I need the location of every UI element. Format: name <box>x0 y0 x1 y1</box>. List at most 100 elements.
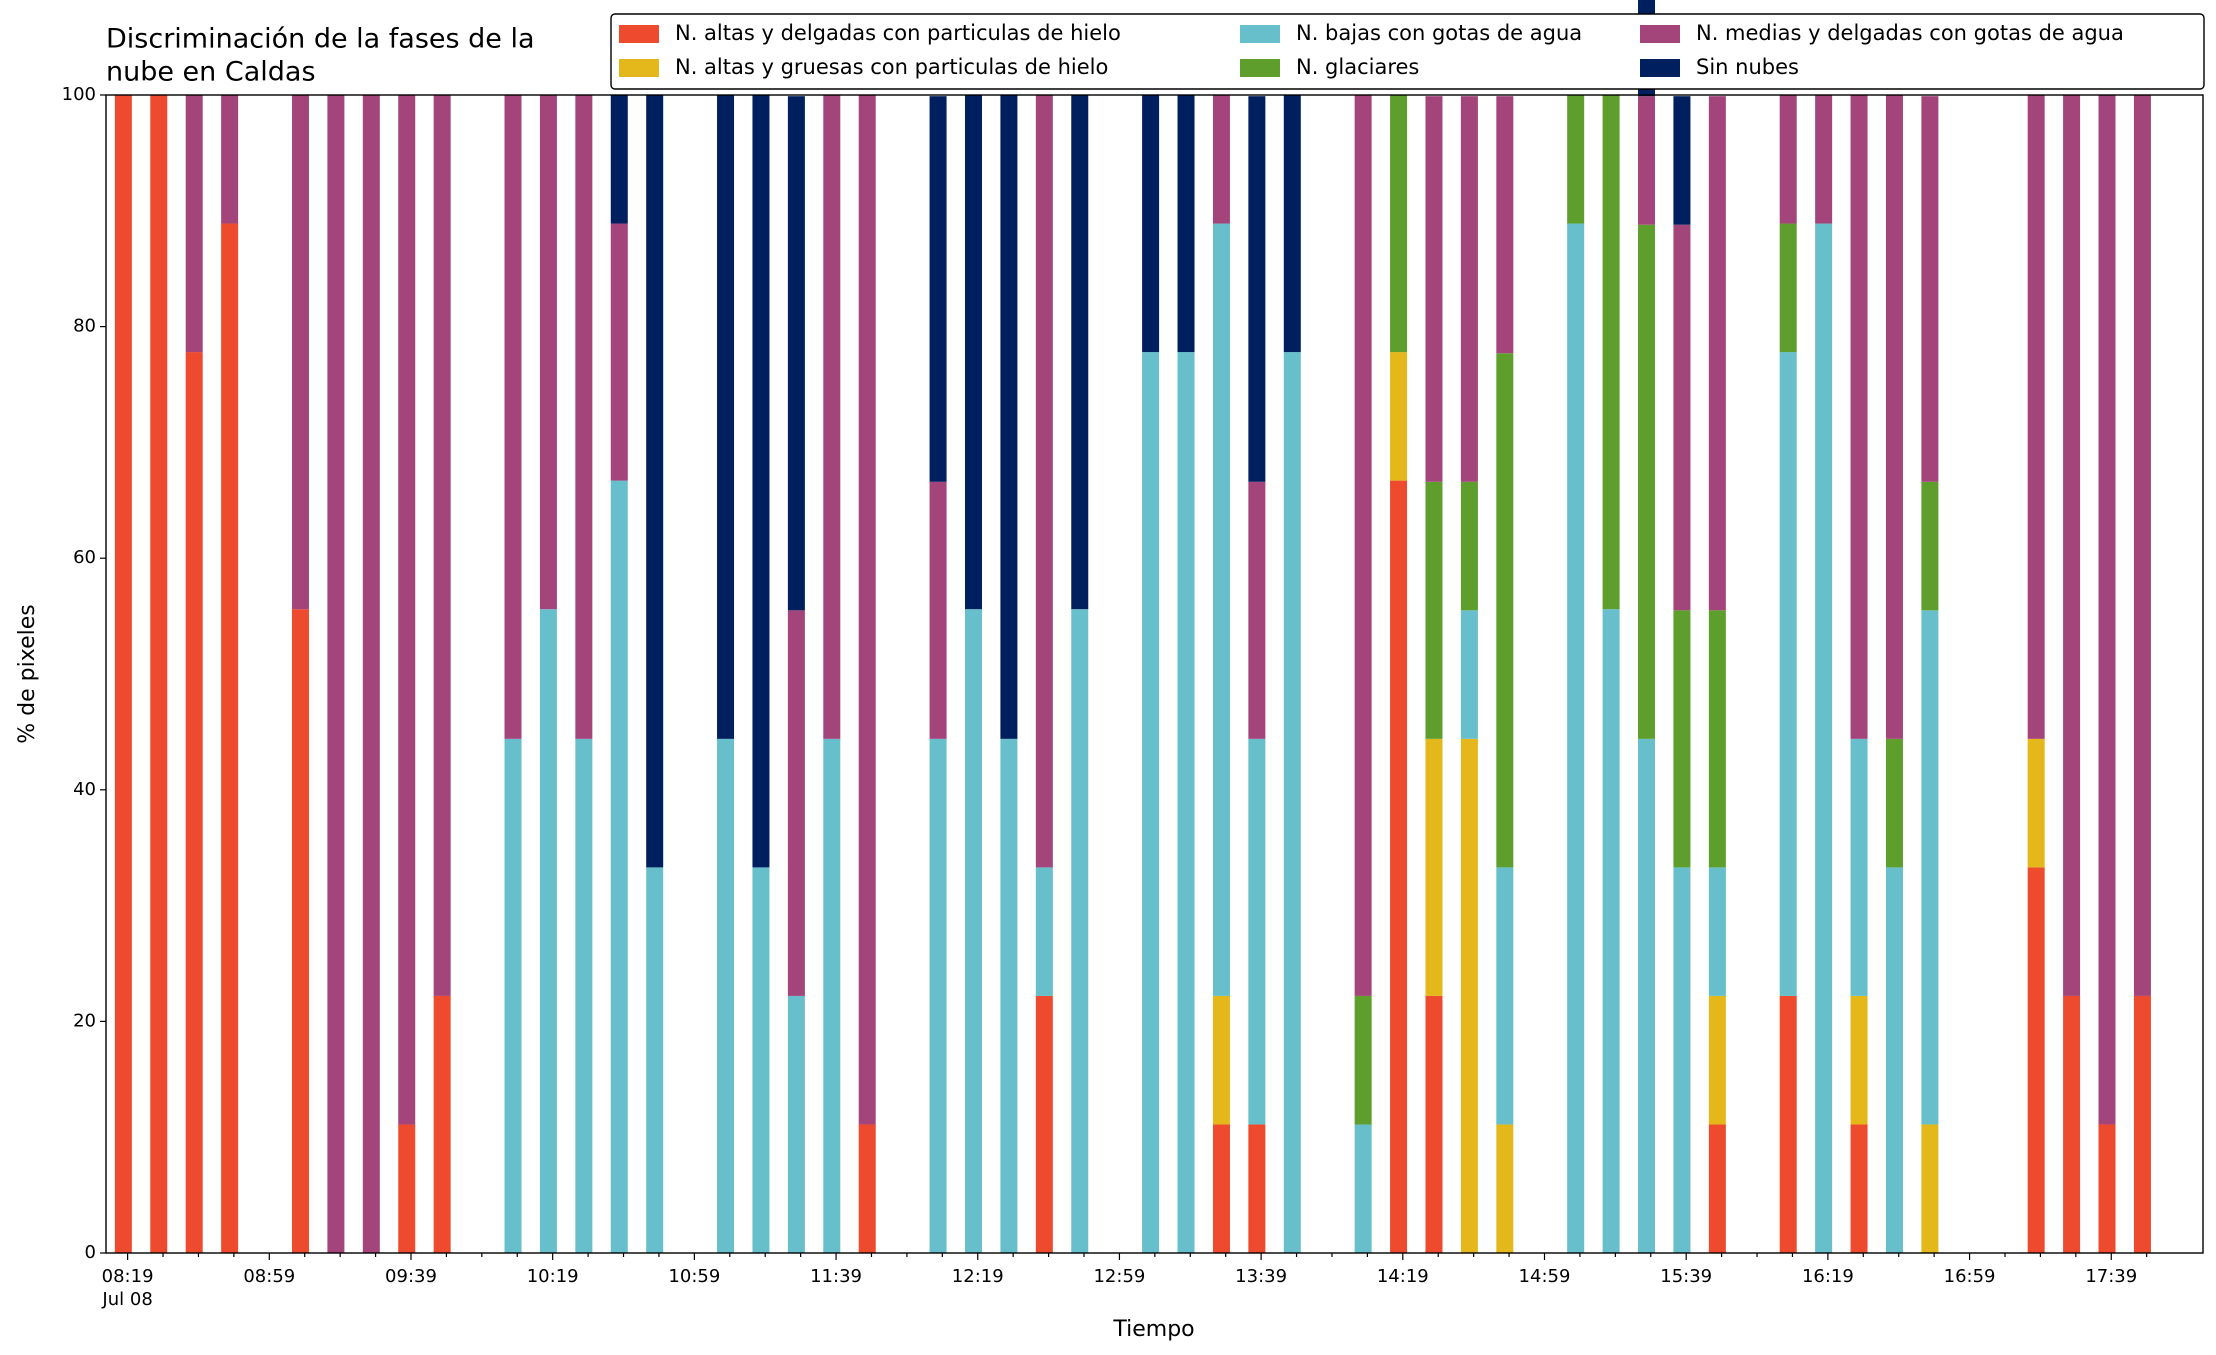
bar-segment <box>433 995 451 1253</box>
x-tick-label: 14:59 <box>1519 1266 1571 1287</box>
bar-segment <box>1496 867 1514 1125</box>
bar-segment <box>1496 353 1514 868</box>
bar-segment <box>1673 224 1691 611</box>
bar-segment <box>610 223 628 481</box>
bar-segment <box>1071 609 1089 1253</box>
bar-segment <box>1673 610 1691 868</box>
bar-segment <box>114 95 132 1253</box>
y-tick-label: 20 <box>73 1010 96 1031</box>
bar-segment <box>575 738 593 1253</box>
legend-label: N. glaciares <box>1296 55 1419 79</box>
legend-swatch <box>619 25 659 43</box>
bar-segment <box>1602 95 1620 610</box>
bar-segment <box>539 95 557 610</box>
bar-segment <box>1212 1124 1230 1253</box>
bar-segment <box>2133 995 2151 1253</box>
bar-segment <box>1142 352 1160 1253</box>
y-tick-label: 40 <box>73 779 96 800</box>
legend-label: N. medias y delgadas con gotas de agua <box>1696 21 2124 45</box>
bar-segment <box>823 95 841 739</box>
legend-swatch <box>1240 25 1280 43</box>
bar-segment <box>1177 352 1195 1253</box>
bar-segment <box>1567 223 1585 1254</box>
bar-segment <box>1708 995 1726 1125</box>
x-tick-label: 10:59 <box>668 1266 720 1287</box>
bar-segment <box>787 96 805 611</box>
bar-segment <box>1779 352 1797 996</box>
x-tick-label: 14:19 <box>1377 1266 1429 1287</box>
bar-segment <box>1673 867 1691 1253</box>
bar-segment <box>1496 96 1514 354</box>
bar-segment <box>1248 738 1266 1125</box>
x-tick-label: 10:19 <box>527 1266 579 1287</box>
bar-segment <box>1425 481 1443 739</box>
bar-segment <box>398 95 416 1125</box>
bar-segment <box>1460 610 1478 739</box>
bar-segment <box>504 738 522 1253</box>
x-tick-label: 17:39 <box>2085 1266 2137 1287</box>
bar-segment <box>717 738 735 1253</box>
bar-segment <box>752 95 770 868</box>
legend-label: N. altas y gruesas con particulas de hie… <box>675 55 1108 79</box>
bar-segment <box>1850 738 1868 996</box>
bar-segment <box>1035 995 1053 1253</box>
bar-segment <box>1212 223 1230 996</box>
x-tick-label: 09:39 <box>385 1266 437 1287</box>
x-tick-label: 13:39 <box>1235 1266 1287 1287</box>
bar-segment <box>1850 1124 1868 1253</box>
bar-segment <box>1602 609 1620 1253</box>
bar-segment <box>1921 96 1939 482</box>
bar-segment <box>1283 352 1301 1253</box>
bar-segment <box>2027 867 2045 1253</box>
bar-segment <box>964 609 982 1253</box>
legend-swatch <box>1640 25 1680 43</box>
bar-segment <box>1035 95 1053 868</box>
bar-segment <box>1248 1124 1266 1253</box>
bar-segment <box>1850 995 1868 1125</box>
legend: N. altas y delgadas con particulas de hi… <box>610 13 2205 90</box>
x-tick-label: 15:39 <box>1660 1266 1712 1287</box>
chart-title: nube en Caldas <box>106 57 316 88</box>
bar-segment <box>221 223 239 1254</box>
x-tick-label: 11:39 <box>810 1266 862 1287</box>
bar-segment <box>787 610 805 996</box>
bar-segment <box>1885 738 1903 868</box>
legend-label: N. altas y delgadas con particulas de hi… <box>675 21 1121 45</box>
bar-segment <box>1142 95 1160 353</box>
bar-segment <box>1708 867 1726 996</box>
bar-segment <box>539 609 557 1253</box>
bar-segment <box>1354 95 1372 996</box>
bar-segment <box>504 95 522 739</box>
bar-segment <box>1885 867 1903 1253</box>
x-axis-label: Tiempo <box>1112 1317 1194 1342</box>
bar-segment <box>610 95 628 224</box>
y-tick-label: 0 <box>85 1242 96 1263</box>
bar-segment <box>1638 224 1656 739</box>
bar-segment <box>1071 95 1089 610</box>
bar-segment <box>1212 95 1230 224</box>
bar-segment <box>929 481 947 739</box>
bar-segment <box>646 867 664 1253</box>
bar-segment <box>929 96 947 482</box>
y-axis-label: % de pixeles <box>15 604 40 743</box>
x-tick-label: 16:19 <box>1802 1266 1854 1287</box>
x-tick-label: 08:19 <box>102 1266 154 1287</box>
bar-segment <box>1921 1124 1939 1253</box>
legend-box <box>610 13 2205 90</box>
bar-segment <box>1425 96 1443 482</box>
bar-segment <box>1000 738 1018 1253</box>
legend-swatch <box>1240 59 1280 77</box>
bar-segment <box>291 609 309 1253</box>
bar-segment <box>362 95 380 1253</box>
bar-segment <box>929 738 947 1253</box>
bar-segment <box>1885 95 1903 739</box>
bar-segment <box>1283 95 1301 353</box>
bar-segment <box>1354 1124 1372 1253</box>
bar-segment <box>1177 95 1195 353</box>
legend-swatch <box>619 59 659 77</box>
bar-segment <box>1390 480 1408 1253</box>
bar-segment <box>2133 95 2151 996</box>
bar-segment <box>2027 738 2045 868</box>
legend-swatch <box>1640 59 1680 77</box>
bar-segment <box>2063 995 2081 1253</box>
